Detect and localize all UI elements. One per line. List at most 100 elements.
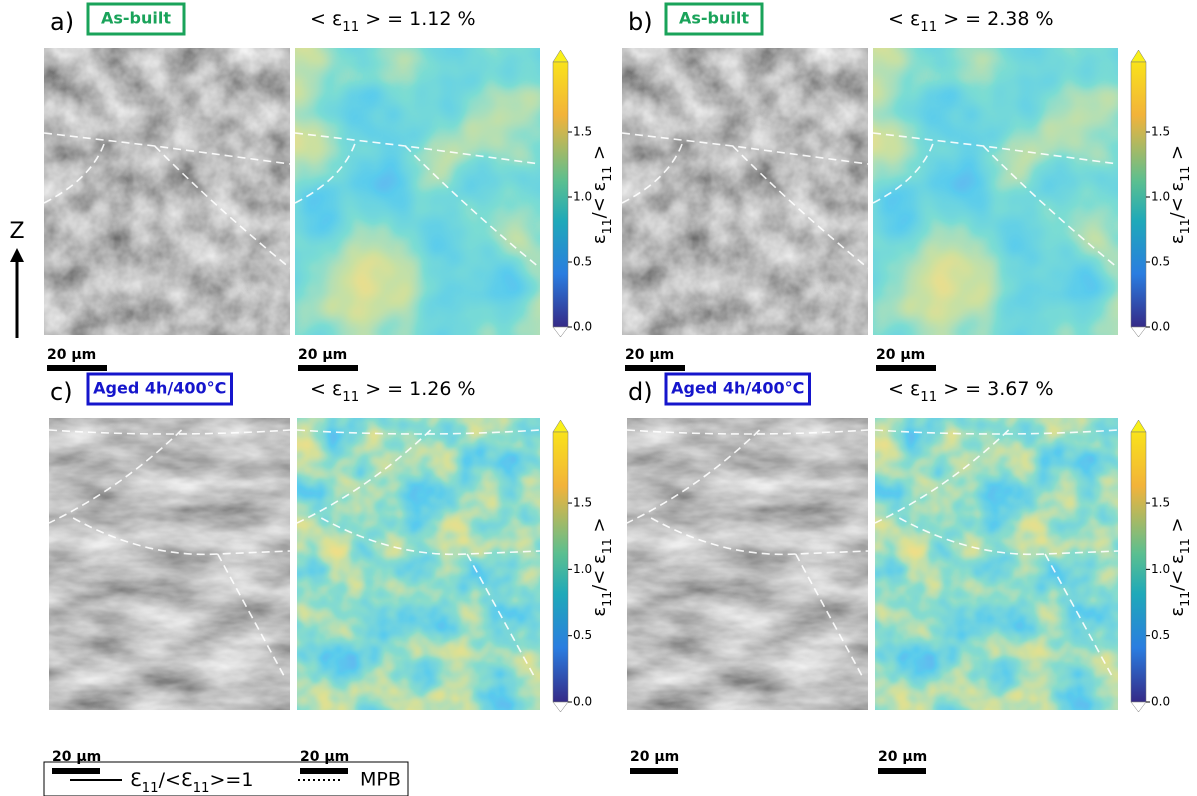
colorbar-label: ε11/< ε11 > — [589, 145, 614, 244]
tick-label: 0.5 — [1151, 255, 1170, 269]
scale-bar — [625, 365, 685, 371]
tag-box — [86, 372, 233, 406]
tick-label: 0.0 — [1151, 695, 1170, 709]
legend-label: MPB — [360, 769, 401, 791]
scale-bar — [52, 768, 100, 774]
scale-bar-label: 20 µm — [47, 347, 96, 363]
colorbar — [1130, 431, 1147, 703]
text-part: ε — [1167, 234, 1188, 244]
boundary — [874, 429, 1119, 679]
text-part: 11 — [1177, 538, 1192, 554]
mean-strain: < ε11 > = 3.67 % — [888, 378, 1054, 405]
panel: b) As-built < ε11 > = 2.38 %20 µm 20 µm0.00… — [621, 2, 1192, 371]
tick-label: 1.0 — [1151, 190, 1170, 204]
text-part: Ɛ — [130, 769, 142, 791]
axis-label: Z — [9, 219, 24, 244]
text-part: > — [1167, 517, 1188, 538]
tick-label: 1.0 — [573, 562, 592, 576]
tick-label: 1.5 — [573, 125, 592, 139]
tag: As-built — [679, 9, 749, 28]
text-part: > = 3.67 % — [937, 378, 1053, 400]
scale-bar-label: 20 µm — [876, 347, 925, 363]
tick-label: 1.0 — [1151, 562, 1170, 576]
text-part: > = 1.26 % — [359, 378, 475, 400]
text-part: ε — [589, 234, 610, 244]
colorbar — [1130, 61, 1147, 328]
tick-label: 0.5 — [573, 628, 592, 642]
scale-bar — [47, 365, 107, 371]
boundary — [626, 429, 869, 679]
text-part: 11 — [1177, 166, 1192, 182]
mean-strain: < ε11 > = 1.12 % — [310, 8, 476, 35]
mean-strain: < ε11 > = 2.38 % — [888, 8, 1054, 35]
text-part: 11 — [599, 591, 614, 607]
colorbar-extend — [1130, 701, 1147, 713]
text-part: > — [589, 517, 610, 538]
tick-label: 1.0 — [573, 190, 592, 204]
colorbar-extend — [1130, 326, 1147, 338]
boundary — [872, 132, 1119, 269]
tag: Aged 4h/400°C — [671, 379, 804, 398]
text-part: 11 — [920, 390, 937, 405]
colorbar-extend — [552, 419, 569, 433]
panel: d) Aged 4h/400°C < ε11 > = 3.67 %20 µm 20 µ… — [626, 372, 1192, 774]
tick-label: 1.5 — [1151, 496, 1170, 510]
text-part: > — [1167, 145, 1188, 166]
text-part: < ε — [310, 378, 342, 400]
strain-map — [873, 48, 1118, 335]
text-part: /< ε — [1167, 182, 1188, 219]
tick-label: 1.5 — [1151, 125, 1170, 139]
colorbar-extend — [552, 49, 569, 63]
scale-bar-label: 20 µm — [625, 347, 674, 363]
text-part: /< ε — [589, 182, 610, 219]
colorbar-label: ε11/< ε11 > — [1167, 517, 1192, 616]
tick-label: 0.0 — [1151, 320, 1170, 334]
scale-bar — [876, 365, 936, 371]
scale-bar-label: 20 µm — [52, 749, 101, 765]
mean-strain: < ε11 > = 1.26 % — [310, 378, 476, 405]
text-part: ε — [1167, 607, 1188, 617]
panel: a) As-built < ε11 > = 1.12 %20 µm 20 µm0.00… — [43, 2, 614, 371]
scale-bar-label: 20 µm — [298, 347, 347, 363]
boundary — [48, 429, 291, 679]
micrograph — [48, 417, 291, 711]
scale-bar — [298, 365, 358, 371]
text-part: < ε — [888, 378, 920, 400]
micrograph — [621, 47, 869, 336]
text-part: < ε — [888, 8, 920, 30]
tag-box — [664, 2, 764, 36]
tick-label: 0.5 — [1151, 628, 1170, 642]
scale-bar — [878, 768, 926, 774]
text-part: 11 — [599, 218, 614, 234]
tag: Aged 4h/400°C — [93, 379, 226, 398]
strain-map — [297, 418, 540, 710]
text-part: > = 2.38 % — [937, 8, 1053, 30]
text-part: /< ε — [1167, 554, 1188, 591]
strain-map — [295, 48, 540, 335]
panel: c) Aged 4h/400°C < ε11 > = 1.26 %20 µm 20 µ… — [48, 372, 614, 774]
colorbar-extend — [1130, 49, 1147, 63]
text-part: > = 1.12 % — [359, 8, 475, 30]
text-part: 11 — [599, 538, 614, 554]
text-part: 11 — [599, 166, 614, 182]
legend-label: Ɛ11/<Ɛ11>=1 — [130, 769, 253, 796]
strain-map — [875, 418, 1118, 710]
tick-label: 0.0 — [573, 320, 592, 334]
colorbar-extend — [552, 701, 569, 713]
scale-bar-label: 20 µm — [878, 749, 927, 765]
scale-bar — [630, 768, 678, 774]
legend: Ɛ11/<Ɛ11>=1 MPB — [43, 761, 409, 796]
text-part: 11 — [193, 781, 210, 796]
tag-box — [664, 372, 811, 406]
text-part: 11 — [342, 20, 359, 35]
boundary — [296, 429, 541, 679]
colorbar-label: ε11/< ε11 > — [1167, 145, 1192, 244]
text-part: 11 — [342, 390, 359, 405]
text-part: < ε — [310, 8, 342, 30]
scale-bar-label: 20 µm — [300, 749, 349, 765]
z-axis: Z — [9, 219, 25, 338]
text-part: ε — [589, 607, 610, 617]
scale-bar — [300, 768, 348, 774]
text-part: 11 — [1177, 591, 1192, 607]
